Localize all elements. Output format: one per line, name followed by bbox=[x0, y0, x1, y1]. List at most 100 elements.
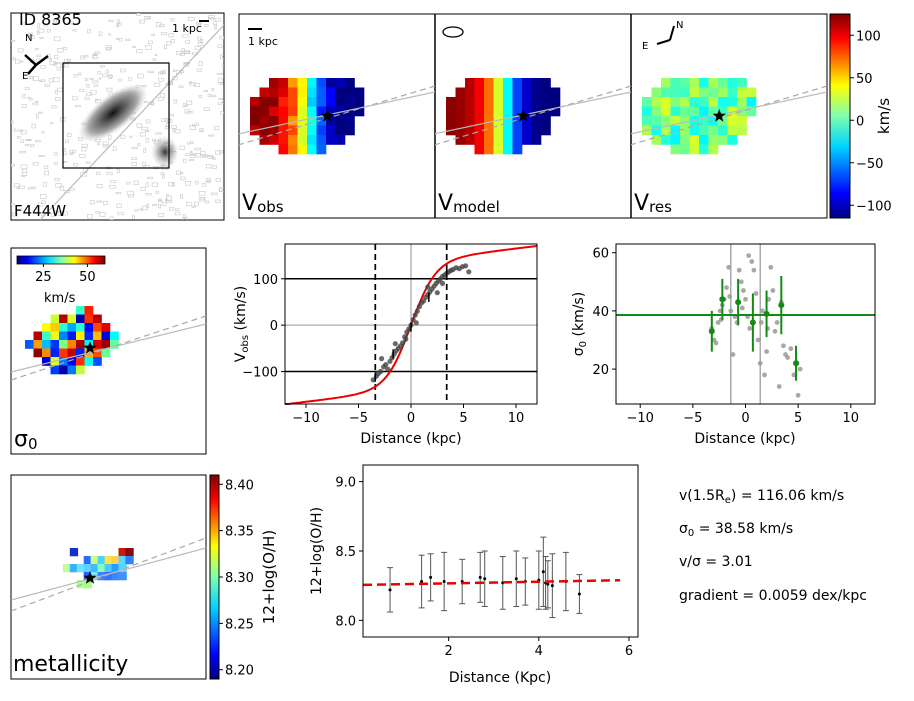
noise-speck bbox=[166, 195, 173, 201]
noise-speck bbox=[132, 46, 136, 49]
dispersion-data-point bbox=[724, 285, 729, 290]
sigma-pixel bbox=[101, 348, 111, 358]
noise-speck bbox=[218, 150, 224, 154]
velocity-pixel bbox=[699, 87, 709, 98]
noise-speck bbox=[61, 211, 68, 216]
velocity-pixel bbox=[307, 125, 317, 136]
velocity-pixel bbox=[259, 97, 270, 107]
dispersion-data-point bbox=[774, 320, 780, 325]
velocity-pixel bbox=[503, 97, 513, 107]
noise-speck bbox=[41, 212, 45, 217]
rotation-xtick-label: 5 bbox=[459, 411, 467, 426]
metallicity-data-point bbox=[541, 570, 545, 574]
velocity-pixel bbox=[316, 144, 327, 155]
noise-speck bbox=[207, 179, 211, 183]
noise-speck bbox=[35, 100, 39, 103]
velocity-pixel bbox=[689, 135, 700, 145]
dispersion-binned-point bbox=[778, 302, 785, 309]
sigma-pixel bbox=[59, 331, 68, 341]
noise-speck bbox=[53, 36, 61, 42]
noise-speck bbox=[126, 182, 131, 185]
metallicity-colorbar-tick-label: 8.30 bbox=[225, 571, 254, 586]
noise-speck bbox=[210, 94, 217, 98]
noise-speck bbox=[183, 51, 190, 55]
velocity-colorbar-tick-label: 100 bbox=[856, 29, 881, 44]
velocity-pixel bbox=[699, 135, 709, 145]
velocity-pixel bbox=[708, 125, 719, 136]
noise-speck bbox=[57, 211, 64, 216]
noise-speck bbox=[208, 15, 215, 19]
metallicity-data-point bbox=[483, 577, 487, 581]
rotation-data-point bbox=[392, 341, 398, 347]
velocity-pixel bbox=[316, 87, 327, 98]
noise-speck bbox=[166, 194, 169, 197]
velocity-pixel bbox=[708, 97, 719, 107]
noise-speck bbox=[165, 118, 171, 122]
noise-speck bbox=[195, 21, 202, 25]
noise-speck bbox=[217, 44, 223, 48]
noise-speck bbox=[148, 40, 153, 45]
summary-block: v(1.5Re) = 116.06 km/s σ0 = 38.58 km/s v… bbox=[679, 488, 867, 604]
rotation-curve-xlabel: Distance (kpc) bbox=[360, 431, 461, 447]
dispersion-data-point bbox=[726, 264, 732, 270]
noise-speck bbox=[119, 37, 123, 42]
dispersion-data-point bbox=[747, 326, 753, 331]
sigma-pixel bbox=[101, 323, 111, 332]
sigma-colorbar-tick-label: 50 bbox=[79, 270, 96, 285]
noise-speck bbox=[36, 54, 41, 57]
noise-speck bbox=[57, 48, 64, 53]
velocity-pixel bbox=[680, 135, 690, 145]
noise-speck bbox=[54, 90, 58, 95]
noise-speck bbox=[11, 39, 16, 42]
metallicity-pixel bbox=[104, 572, 113, 581]
kinematic-axis bbox=[631, 91, 827, 135]
rotation-data-point bbox=[413, 320, 419, 326]
noise-speck bbox=[44, 170, 49, 176]
dispersion-data-point bbox=[795, 392, 801, 398]
velocity-pixel bbox=[651, 106, 662, 117]
velocity-pixel bbox=[651, 116, 662, 126]
metallicity-pixel bbox=[125, 556, 134, 565]
dispersion-data-point bbox=[758, 320, 764, 325]
sigma-pixel bbox=[84, 323, 94, 332]
dispersion-data-point bbox=[772, 328, 778, 334]
velocity-pixel bbox=[708, 78, 719, 88]
noise-speck bbox=[26, 13, 33, 16]
velocity-pixel bbox=[474, 125, 485, 136]
velocity-map-residual bbox=[631, 78, 827, 155]
noise-speck bbox=[162, 174, 165, 179]
dispersion-data-point bbox=[788, 346, 794, 352]
rotation-ytick-label: −100 bbox=[242, 366, 278, 381]
velocity-pixel bbox=[670, 135, 681, 145]
metallicity-pixel bbox=[90, 564, 99, 573]
velocity-pixel bbox=[297, 106, 308, 117]
noise-speck bbox=[198, 191, 206, 196]
velocity-pixel bbox=[335, 87, 346, 98]
psf-ellipse-icon bbox=[442, 26, 464, 38]
noise-speck bbox=[215, 199, 221, 203]
sigma-pixel bbox=[93, 348, 102, 358]
noise-speck bbox=[32, 162, 39, 166]
velocity-pixel bbox=[259, 116, 270, 126]
velocity-pixel bbox=[708, 135, 719, 145]
noise-speck bbox=[44, 165, 49, 169]
sigma-pixel bbox=[50, 365, 60, 375]
dispersion-ytick-label: 60 bbox=[592, 247, 609, 262]
metallicity-pixel bbox=[118, 556, 127, 565]
noise-speck bbox=[219, 187, 223, 193]
noise-speck bbox=[53, 19, 57, 23]
noise-speck bbox=[186, 111, 193, 114]
velocity-pixel bbox=[335, 106, 346, 117]
velocity-pixel bbox=[651, 125, 662, 136]
noise-speck bbox=[140, 187, 146, 191]
dispersion-data-point bbox=[768, 264, 774, 270]
velocity-pixel bbox=[484, 78, 494, 88]
noise-speck bbox=[158, 199, 163, 203]
noise-speck bbox=[198, 95, 203, 98]
velocity-pixel bbox=[335, 135, 346, 145]
velocity-pixel bbox=[718, 125, 728, 136]
velocity-pixel bbox=[335, 116, 346, 126]
noise-speck bbox=[19, 60, 24, 63]
noise-speck bbox=[92, 53, 98, 59]
velocity-pixel bbox=[680, 125, 690, 136]
